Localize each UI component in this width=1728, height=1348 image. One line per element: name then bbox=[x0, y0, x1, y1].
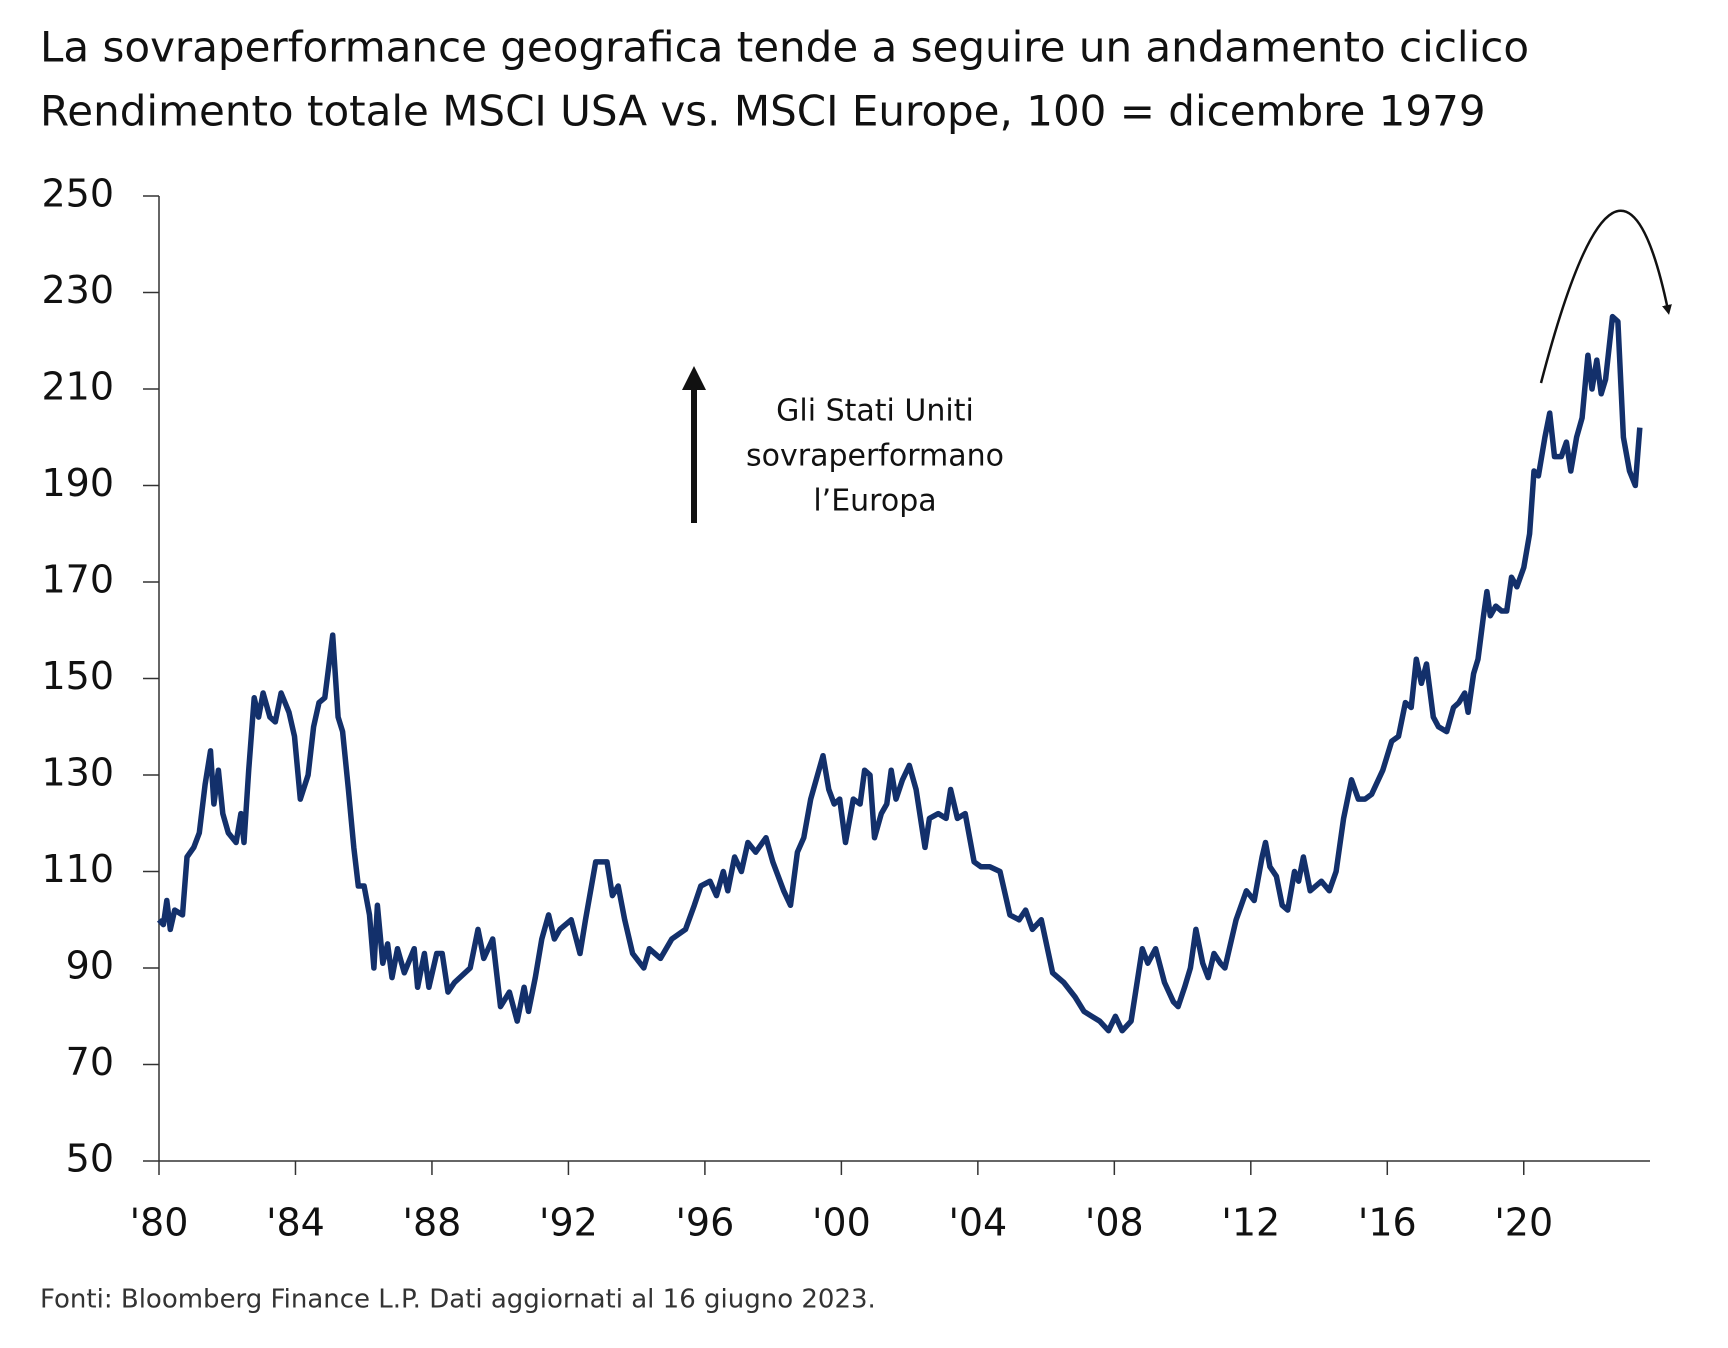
x-tick-label: '84 bbox=[266, 1201, 325, 1245]
y-tick-label: 130 bbox=[41, 751, 114, 795]
x-tick-label: '88 bbox=[403, 1201, 462, 1245]
y-tick-label: 110 bbox=[41, 847, 114, 891]
curved-arrow bbox=[1539, 209, 1672, 384]
x-tick-label: '16 bbox=[1358, 1201, 1417, 1245]
up-arrow-head bbox=[682, 366, 706, 390]
annotation-line: l’Europa bbox=[813, 484, 936, 519]
x-tick-label: '80 bbox=[130, 1201, 189, 1245]
y-tick-label: 250 bbox=[41, 172, 114, 216]
x-tick-label: '96 bbox=[675, 1201, 734, 1245]
y-tick-label: 90 bbox=[66, 944, 114, 988]
y-tick-label: 230 bbox=[41, 268, 114, 312]
y-tick-label: 70 bbox=[66, 1040, 114, 1084]
x-tick-label: '92 bbox=[539, 1201, 598, 1245]
x-tick-label: '08 bbox=[1085, 1201, 1144, 1245]
x-tick-label: '20 bbox=[1494, 1201, 1553, 1245]
y-tick-label: 50 bbox=[66, 1137, 114, 1181]
chart-subtitle: Rendimento totale MSCI USA vs. MSCI Euro… bbox=[40, 87, 1486, 136]
annotation-line: Gli Stati Uniti bbox=[776, 394, 974, 429]
data-line bbox=[156, 313, 1643, 1034]
chart-title: La sovraperformance geografica tende a s… bbox=[40, 23, 1529, 72]
y-tick-label: 170 bbox=[41, 558, 114, 602]
x-tick-label: '00 bbox=[812, 1201, 871, 1245]
x-tick-label: '12 bbox=[1221, 1201, 1280, 1245]
source-note: Fonti: Bloomberg Finance L.P. Dati aggio… bbox=[40, 1285, 876, 1315]
x-tick-label: '04 bbox=[948, 1201, 1007, 1245]
y-tick-label: 210 bbox=[41, 365, 114, 409]
y-tick-label: 190 bbox=[41, 461, 114, 505]
annotation-line: sovraperformano bbox=[746, 439, 1004, 474]
y-tick-label: 150 bbox=[41, 654, 114, 698]
